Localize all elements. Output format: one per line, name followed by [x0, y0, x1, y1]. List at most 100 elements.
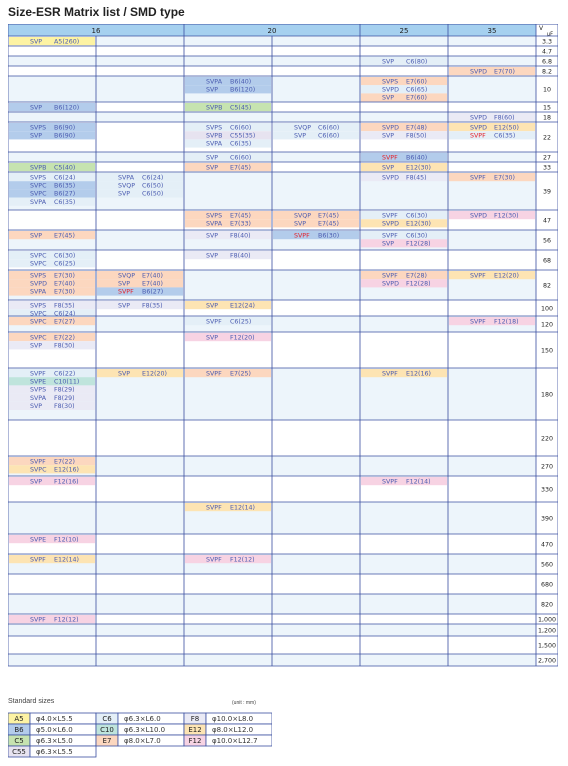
- matrix-entry: SVP: [206, 334, 218, 341]
- matrix-entry: SVPF: [382, 232, 398, 239]
- std-size-dimension: φ6.3×L5.0: [36, 737, 73, 745]
- matrix-entry: SVPC: [30, 261, 47, 268]
- matrix-entry: SVP: [206, 154, 218, 161]
- matrix-entry-code: C6(60): [230, 124, 251, 131]
- matrix-entry-bg: [9, 279, 95, 288]
- matrix-entry-bg: [97, 369, 183, 378]
- matrix-entry: SVPS: [206, 212, 222, 219]
- matrix-entry: SVPF: [30, 370, 46, 377]
- matrix-entry-code: C6(65): [406, 87, 427, 94]
- matrix-entry-code: E7(45): [230, 212, 251, 219]
- matrix-entry: SVP: [382, 95, 394, 102]
- matrix-entry-code: F8(29): [54, 395, 75, 402]
- matrix-entry-code: E12(30): [406, 164, 431, 171]
- unit-note: (unit : mm): [232, 700, 256, 706]
- matrix-entry-code: F8(35): [142, 302, 163, 309]
- matrix-entry-code: C5(45): [230, 104, 251, 111]
- matrix-entry: SVPF: [470, 133, 486, 140]
- matrix-entry: SVPA: [118, 174, 135, 181]
- matrix-entry-bg: [361, 239, 447, 248]
- matrix-entry-bg: [9, 369, 95, 378]
- matrix-entry: SVPF: [206, 504, 222, 511]
- standard-sizes-title: Standard sizes: [8, 698, 55, 705]
- capacitance-label: 470: [541, 541, 553, 548]
- page-title: Size-ESR Matrix list / SMD type: [8, 5, 185, 19]
- matrix-entry: SVPA: [206, 78, 223, 85]
- matrix-entry-bg: [185, 231, 271, 240]
- matrix-entry-code: E12(30): [406, 221, 431, 228]
- matrix-entry-code: E7(25): [230, 370, 251, 377]
- matrix-entry-bg: [9, 271, 95, 280]
- matrix-entry: SVP: [206, 302, 218, 309]
- matrix-entry: SVPS: [30, 124, 46, 131]
- matrix-entry-code: E7(60): [406, 78, 427, 85]
- standard-sizes-table: A5 φ4.0×L5.5 B6 φ5.0×L6.0 C5 φ6.3×L5.0 C55 φ6.3…: [7, 712, 273, 758]
- matrix-entry-code: E7(28): [406, 272, 427, 279]
- capacitance-label: 180: [541, 391, 553, 398]
- matrix-entry-bg: [361, 131, 447, 140]
- matrix-entry-code: F8(30): [54, 343, 75, 350]
- matrix-entry-bg: [449, 131, 535, 140]
- capacitance-label: 10: [543, 86, 551, 93]
- matrix-entry-code: E7(30): [54, 289, 75, 296]
- matrix-entry: SVP: [30, 104, 42, 111]
- matrix-entry-code: E7(60): [406, 95, 427, 102]
- capacitance-label: 47: [543, 217, 551, 224]
- matrix-entry-code: B6(120): [54, 104, 79, 111]
- matrix-entry: SVPA: [206, 221, 223, 228]
- matrix-entry-code: F12(18): [494, 318, 519, 325]
- matrix-entry-bg: [9, 385, 95, 394]
- matrix-entry-bg: [9, 181, 95, 190]
- matrix-entry: SVPF: [382, 478, 398, 485]
- matrix-entry-bg: [185, 77, 271, 86]
- matrix-entry-code: E12(16): [406, 370, 431, 377]
- matrix-entry-bg: [9, 173, 95, 182]
- matrix-entry: SVPD: [382, 281, 399, 288]
- matrix-entry: SVPF: [382, 154, 398, 161]
- matrix-entry-code: C6(30): [406, 212, 427, 219]
- std-size-code: A5: [14, 715, 23, 723]
- matrix-entry: SVP: [30, 232, 42, 239]
- matrix-entry-code: B6(30): [318, 232, 339, 239]
- matrix-entry-code: E7(40): [142, 272, 163, 279]
- matrix-entry-code: E12(24): [230, 302, 255, 309]
- matrix-entry: SVPA: [30, 199, 47, 206]
- capacitance-label: 4.7: [542, 48, 552, 55]
- matrix-entry: SVPF: [206, 318, 222, 325]
- std-size-dimension: φ10.0×L8.0: [212, 715, 253, 723]
- matrix-entry-code: E12(16): [54, 467, 79, 474]
- matrix-entry-bg: [361, 211, 447, 220]
- matrix-entry: SVPD: [382, 124, 399, 131]
- matrix-entry-bg: [97, 173, 183, 182]
- matrix-entry-bg: [9, 251, 95, 260]
- matrix-entry: SVPE: [30, 379, 46, 386]
- capacitance-label: 6.8: [542, 58, 552, 65]
- matrix-entry-code: E12(50): [494, 124, 519, 131]
- matrix-entry: SVP: [382, 58, 394, 65]
- capacitance-label: 330: [541, 486, 553, 493]
- std-size-code: F8: [191, 715, 199, 723]
- matrix-entry-code: F12(10): [54, 536, 79, 543]
- matrix-entry-bg: [361, 57, 447, 66]
- matrix-entry-bg: [9, 131, 95, 140]
- std-size-code: E7: [103, 737, 112, 745]
- matrix-entry: SVPE: [30, 536, 46, 543]
- capacitance-label: 1,000: [538, 616, 556, 623]
- matrix-entry-bg: [9, 309, 95, 318]
- matrix-entry: SVP: [118, 281, 130, 288]
- matrix-entry-code: F12(12): [230, 556, 255, 563]
- matrix-entry: SVPF: [206, 556, 222, 563]
- capacitance-label: 1,200: [538, 627, 556, 634]
- matrix-entry-bg: [361, 163, 447, 172]
- matrix-entry-code: E7(30): [494, 174, 515, 181]
- matrix-entry: SVPD: [382, 87, 399, 94]
- matrix-entry-bg: [97, 287, 183, 296]
- matrix-entry-code: F12(30): [494, 212, 519, 219]
- matrix-entry-bg: [185, 369, 271, 378]
- capacitance-label: 100: [541, 305, 553, 312]
- std-size-dimension: φ6.3×L6.0: [124, 715, 161, 723]
- matrix-entry-bg: [9, 457, 95, 466]
- matrix-entry-code: C6(50): [142, 183, 163, 190]
- std-size-dimension: φ8.0×L7.0: [124, 737, 161, 745]
- matrix-entry-code: B6(35): [54, 183, 75, 190]
